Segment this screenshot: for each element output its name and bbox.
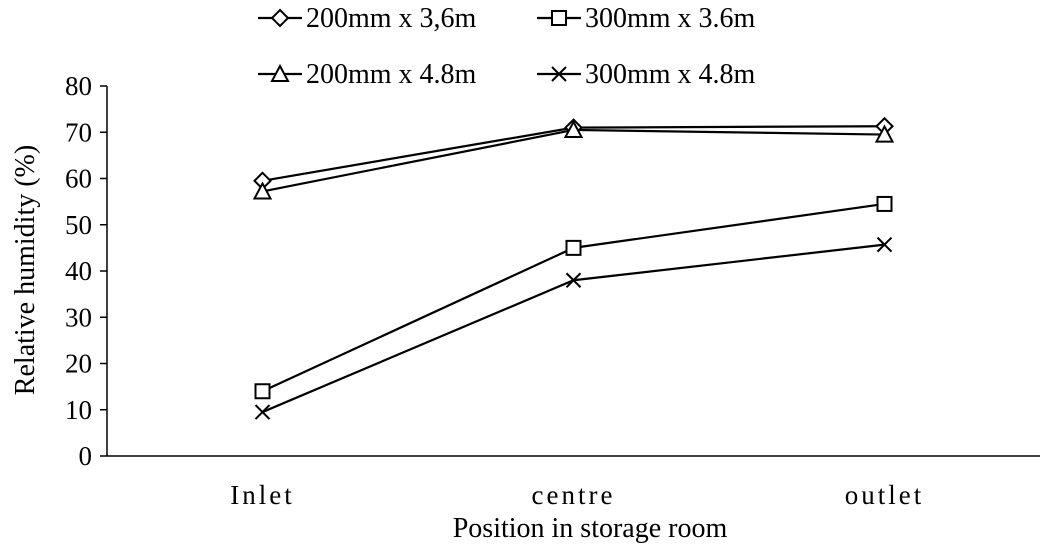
- data-point: [876, 195, 893, 212]
- legend-item: 200mm x 4.8m: [258, 59, 477, 90]
- series-2: [254, 195, 893, 400]
- legend-marker: [270, 8, 290, 28]
- data-point: [876, 236, 893, 253]
- series-3: [252, 119, 895, 200]
- y-tick-label: 50: [65, 210, 92, 240]
- series-line: [262, 202, 885, 393]
- y-tick-label: 70: [65, 117, 92, 147]
- data-point: [565, 239, 582, 256]
- y-tick-label: 20: [65, 349, 92, 379]
- data-point: [565, 272, 582, 288]
- y-tick-label: 10: [65, 395, 92, 425]
- legend-item: 300mm x 3.6m: [537, 3, 756, 34]
- y-axis-title: Relative humidity (%): [10, 145, 41, 395]
- x-axis-title: Position in storage room: [453, 513, 728, 544]
- legend-marker: [551, 10, 567, 26]
- x-tick-label: Inlet: [230, 480, 294, 510]
- x-tick-label: outlet: [845, 480, 925, 510]
- legend: 200mm x 3,6m 300mm x 3.6m 200mm x 4.8m 300m…: [258, 3, 756, 90]
- y-tick-label: 30: [65, 302, 92, 332]
- data-point: [254, 383, 271, 400]
- data-point: [563, 119, 584, 138]
- y-tick-label: 0: [79, 441, 93, 471]
- y-tick-label: 80: [65, 71, 92, 101]
- series-line: [262, 128, 885, 193]
- y-tick-label: 40: [65, 256, 92, 286]
- data-point: [252, 181, 273, 200]
- y-axis: 0 10 20 30 40 50 60 70 80: [65, 71, 108, 471]
- series-line: [262, 243, 885, 414]
- legend-label: 200mm x 3,6m: [306, 3, 477, 34]
- legend-label: 300mm x 3.6m: [585, 3, 756, 34]
- y-tick-label: 60: [65, 164, 92, 194]
- legend-item: 200mm x 3,6m: [258, 3, 477, 34]
- plot-area: [252, 116, 895, 420]
- data-point: [874, 124, 895, 143]
- series-4: [254, 236, 893, 420]
- x-tick-label: centre: [532, 480, 616, 510]
- legend-marker: [551, 66, 567, 82]
- legend-label: 300mm x 4.8m: [585, 59, 756, 90]
- x-axis: Inlet centre outlet: [107, 455, 1040, 510]
- data-point: [254, 404, 271, 420]
- legend-marker: [270, 63, 290, 82]
- legend-item: 300mm x 4.8m: [537, 59, 756, 90]
- legend-label: 200mm x 4.8m: [306, 59, 477, 90]
